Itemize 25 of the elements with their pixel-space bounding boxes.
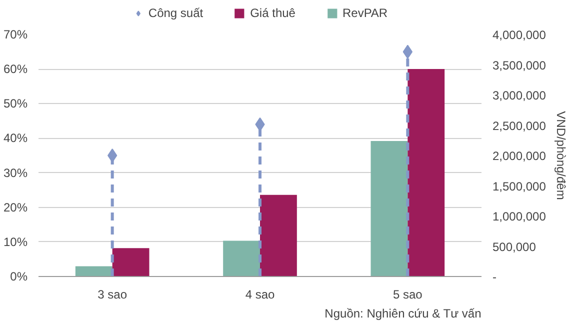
y-tick-label: 40% [3,131,28,146]
y-tick-label: 70% [3,28,28,42]
y-tick-label: 60% [3,62,28,76]
legend-label: Công suất [148,6,204,20]
legend-label: Giá thuê [250,6,296,20]
y2-tick-label: - [492,270,496,284]
x-tick-label: 3 sao [98,288,128,302]
y2-tick-label: 3,500,000 [492,58,546,72]
y-tick-label: 50% [3,96,28,111]
x-tick-label: 4 sao [245,288,276,302]
y2-tick-label: 1,500,000 [492,179,546,194]
x-tick-label: 5 sao [392,288,423,302]
y-tick-label: 10% [3,234,28,249]
y-tick-label: 0% [10,270,28,284]
legend-label: RevPAR [342,6,388,20]
text: Nguồn: Nghiên cứu & Tư vấn [324,306,482,320]
y2-tick-label: 3,000,000 [492,88,546,102]
y2-tick-label: 2,000,000 [492,149,546,163]
y2-axis-title: VND/phòng/đêm [554,111,568,200]
y2-tick-label: 2,500,000 [492,118,546,133]
y-tick-label: 20% [3,200,28,214]
y2-tick-label: 4,000,000 [492,28,546,42]
y2-tick-label: 1,000,000 [492,210,546,224]
y-tick-label: 30% [3,166,28,180]
y2-tick-label: 500,000 [492,240,536,254]
